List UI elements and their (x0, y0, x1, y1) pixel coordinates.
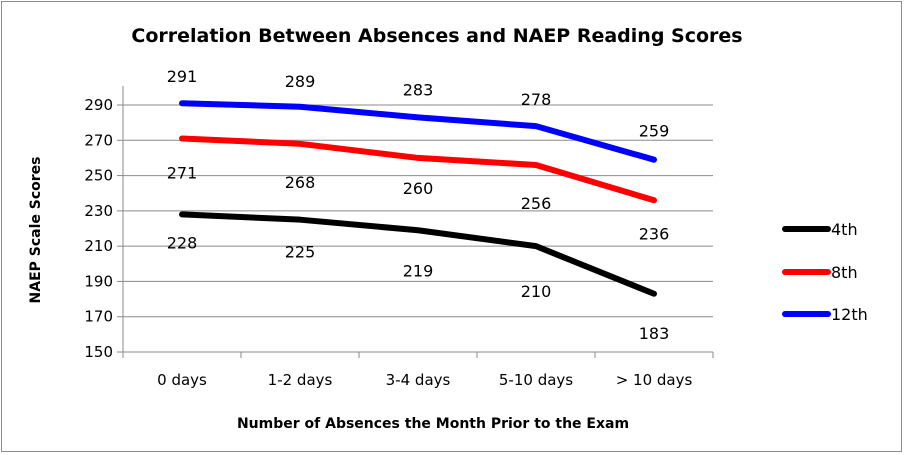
series-line-12th (179, 100, 657, 163)
data-label-8th-3: 256 (521, 194, 552, 213)
data-labels: 228 225 219 210 183 271 268 260 256 236 291 289 283 2… (167, 67, 670, 343)
x-tick-label-0: 0 days (157, 371, 207, 389)
data-label-8th-1: 268 (285, 173, 316, 192)
point-12th-4 (653, 159, 655, 161)
point-4th-4 (653, 293, 655, 295)
x-tick-label-1: 1-2 days (268, 371, 333, 389)
y-axis-title: NAEP Scale Scores (28, 157, 44, 304)
point-12th-0 (181, 102, 183, 104)
point-12th-3 (535, 125, 537, 127)
data-label-8th-4: 236 (639, 224, 670, 243)
y-tick-label-190: 190 (84, 272, 113, 290)
y-tick-label-230: 230 (84, 202, 113, 220)
x-tick-label-4: > 10 days (616, 371, 693, 389)
y-tick-label-270: 270 (84, 131, 113, 149)
y-tick-labels: 150 170 190 210 230 250 270 290 (84, 96, 113, 361)
x-tick-label-3: 5-10 days (499, 371, 573, 389)
data-label-12th-1: 289 (285, 72, 316, 91)
point-8th-2 (417, 157, 419, 159)
data-label-4th-3: 210 (521, 282, 552, 301)
point-4th-0 (181, 213, 183, 215)
data-label-8th-0: 271 (167, 164, 198, 183)
chart-title: Correlation Between Absences and NAEP Re… (131, 25, 742, 47)
data-label-12th-4: 259 (639, 122, 670, 141)
axes (117, 86, 714, 358)
data-label-4th-4: 183 (639, 324, 670, 343)
legend-label-12th: 12th (831, 305, 868, 324)
y-tick-label-250: 250 (84, 167, 113, 185)
x-tick-label-2: 3-4 days (386, 371, 451, 389)
x-axis-title: Number of Absences the Month Prior to th… (237, 416, 629, 432)
point-4th-1 (299, 219, 301, 221)
x-tick-labels: 0 days 1-2 days 3-4 days 5-10 days > 10 days (157, 371, 692, 389)
series-lines (179, 100, 657, 297)
point-12th-1 (299, 106, 301, 108)
y-tick-label-210: 210 (84, 237, 113, 255)
data-label-12th-0: 291 (167, 67, 198, 86)
y-tick-label-290: 290 (84, 96, 113, 114)
point-4th-2 (417, 229, 419, 231)
point-8th-1 (299, 143, 301, 145)
data-label-4th-0: 228 (167, 233, 198, 252)
point-8th-0 (181, 138, 183, 140)
point-8th-4 (653, 199, 655, 201)
legend-label-8th: 8th (831, 263, 858, 282)
data-label-12th-2: 283 (403, 80, 434, 99)
y-tick-label-150: 150 (84, 343, 113, 361)
legend-label-4th: 4th (831, 220, 858, 239)
legend: 4th 8th 12th (782, 220, 868, 324)
data-label-4th-2: 219 (403, 261, 434, 280)
y-tick-label-170: 170 (84, 308, 113, 326)
point-4th-3 (535, 245, 537, 247)
point-8th-3 (535, 164, 537, 166)
data-label-12th-3: 278 (521, 90, 552, 109)
data-label-4th-1: 225 (285, 243, 316, 262)
data-label-8th-2: 260 (403, 179, 434, 198)
point-12th-2 (417, 116, 419, 118)
